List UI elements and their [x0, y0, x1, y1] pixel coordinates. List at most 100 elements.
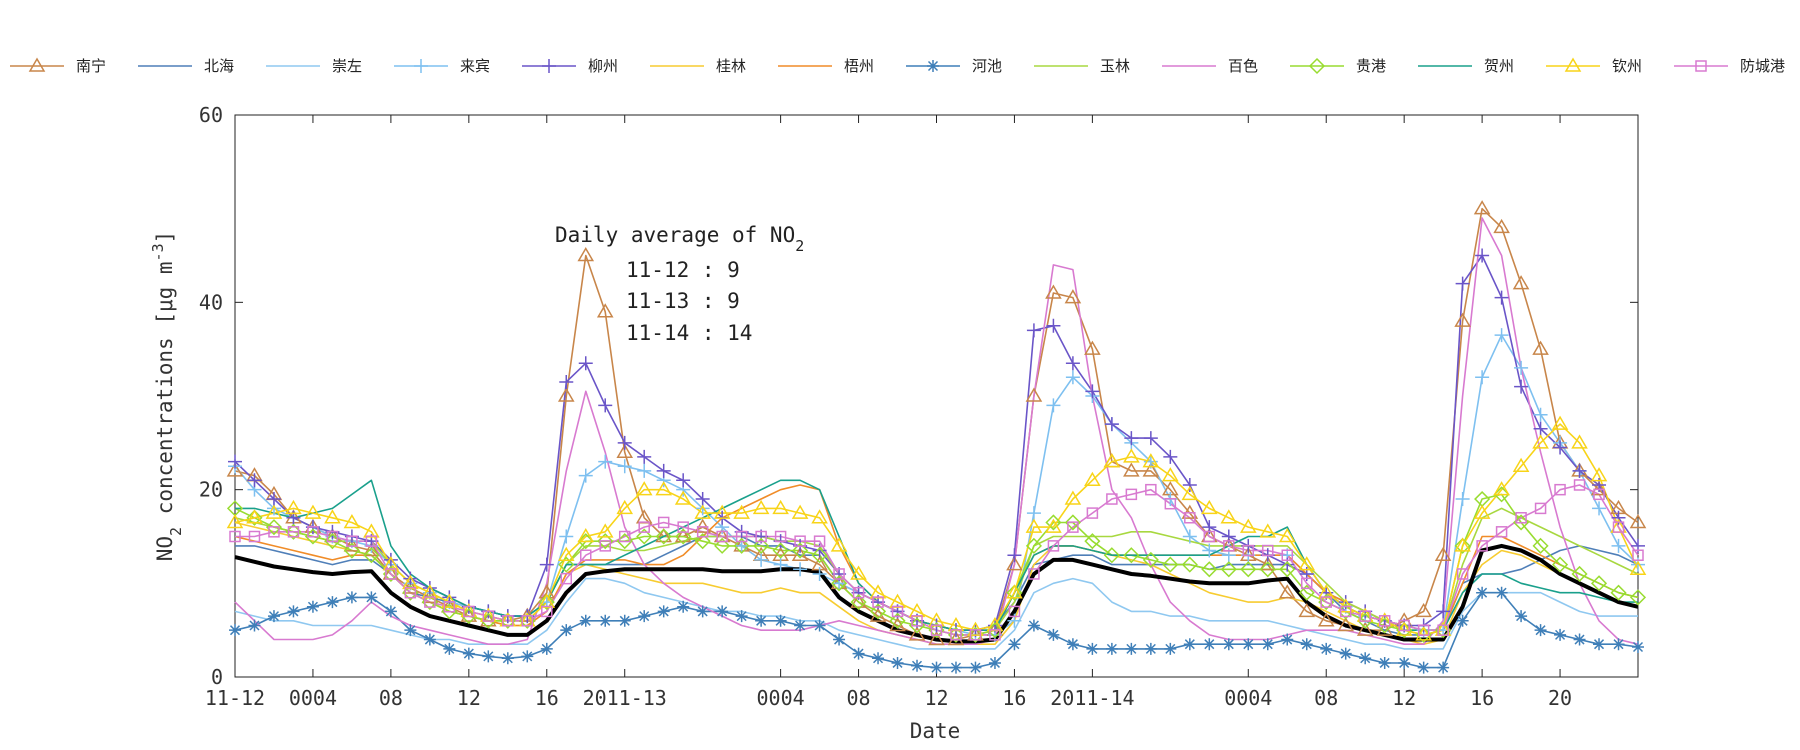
series-13-point: [1086, 507, 1099, 519]
series-0-point: [928, 631, 945, 646]
series-7-point: [1027, 619, 1040, 632]
series-4-point: [1163, 449, 1178, 464]
series-12-point: [791, 504, 809, 519]
series-13-point: [1593, 488, 1605, 501]
series-4-point: [617, 435, 632, 450]
series-13-point: [1262, 544, 1274, 557]
legend-label: 南宁: [76, 57, 106, 75]
series-12-point: [1123, 448, 1140, 463]
legend-label: 来宾: [460, 57, 490, 75]
legend-marker: [1308, 57, 1326, 75]
annotation-title: Daily average of NO2: [555, 223, 804, 255]
x-tick-label: 11-12: [205, 686, 265, 710]
series-13-point: [969, 629, 982, 641]
series-7-point: [1242, 638, 1255, 651]
series-7-point: [1203, 638, 1216, 651]
series-7-point: [540, 642, 553, 655]
legend-marker: [414, 59, 428, 73]
series-12-point: [850, 565, 867, 580]
series-7-point: [560, 624, 573, 637]
series-7-point: [1300, 638, 1313, 651]
series-4-point: [656, 463, 671, 478]
series-12-point: [246, 509, 263, 524]
series-3-point: [578, 468, 593, 483]
series-7-point: [267, 610, 280, 623]
legend-marker: [927, 60, 939, 72]
series-10-point: [1123, 547, 1140, 564]
series-0-point: [674, 528, 692, 543]
x-tick-label: 2011-13: [583, 686, 667, 710]
series-12-point: [1025, 518, 1043, 533]
x-tick-label: 08: [1314, 686, 1338, 710]
series-7-point: [774, 614, 787, 627]
series-12-point: [557, 546, 575, 561]
series-10-point: [1220, 561, 1237, 578]
series-4-point: [539, 557, 554, 572]
x-tick-label: 16: [1002, 686, 1026, 710]
series-0-point: [1123, 462, 1140, 477]
x-tick-label: 0004: [757, 686, 805, 710]
series-12-point: [1239, 518, 1257, 533]
series-13-point: [950, 629, 962, 641]
series-0-point: [596, 303, 614, 318]
series-7-point: [1339, 647, 1352, 660]
series-7-point: [1105, 642, 1118, 655]
series-4-point: [266, 492, 281, 507]
series-12-point: [1142, 453, 1160, 468]
series-13-point: [443, 601, 456, 613]
series-10-point: [792, 542, 809, 559]
series-13-point: [1632, 549, 1644, 561]
series-10-point: [1590, 575, 1608, 592]
series-0-point: [1493, 218, 1510, 234]
series-7-point: [287, 605, 300, 618]
series-7-point: [1281, 633, 1294, 646]
series-12-point: [1064, 490, 1082, 505]
legend-entry-series-12: 钦州: [1546, 57, 1642, 75]
series-12-point: [1629, 560, 1647, 576]
series-7-point: [345, 591, 358, 604]
series-4-point: [1065, 356, 1080, 371]
series-3-line: [234, 334, 1639, 636]
series-12-point: [304, 504, 322, 519]
series-3-point: [1592, 501, 1607, 516]
series-13-point: [1398, 619, 1410, 632]
series-9-line: [234, 217, 1639, 646]
series-4-line: [234, 254, 1639, 632]
legend-entry-series-5: 桂林: [650, 57, 746, 75]
series-12-point: [1454, 537, 1471, 552]
series-7-point: [1554, 628, 1567, 641]
series-13-point: [1145, 483, 1157, 496]
series-10-point: [246, 509, 263, 526]
series-12-point: [713, 504, 731, 519]
x-tick-label: 2011-14: [1050, 686, 1134, 710]
legend-label: 百色: [1228, 57, 1258, 75]
series-7-point: [696, 605, 709, 618]
series-7-point: [1125, 642, 1138, 655]
series-7-point: [1359, 652, 1372, 665]
series-7-point: [1534, 624, 1547, 637]
series-3-point: [1494, 328, 1509, 343]
series-3-point: [793, 562, 808, 577]
legend-marker: [1564, 57, 1582, 72]
series-7-point: [618, 614, 631, 627]
series-0-point: [1473, 200, 1491, 215]
series-4-point: [1572, 463, 1587, 478]
legend-entry-series-6: 梧州: [778, 57, 874, 75]
series-3-point: [1182, 529, 1197, 544]
series-13-point: [677, 521, 689, 533]
series-7-point: [1261, 638, 1274, 651]
series-13-point: [502, 615, 514, 627]
series-13-point: [716, 530, 728, 543]
series-7-point: [930, 661, 943, 674]
series-0-point: [850, 593, 867, 608]
series-0-point: [1142, 462, 1160, 477]
series-10-point: [733, 537, 750, 554]
x-tick-label: 12: [457, 686, 481, 710]
series-12-point: [655, 481, 673, 496]
series-3-point: [1611, 538, 1626, 553]
x-tick-label: 0004: [289, 686, 337, 710]
series-12-point: [1259, 523, 1277, 538]
series-10-point: [1532, 537, 1549, 554]
series-10-point: [1064, 514, 1081, 531]
series-12-point: [1415, 626, 1432, 641]
